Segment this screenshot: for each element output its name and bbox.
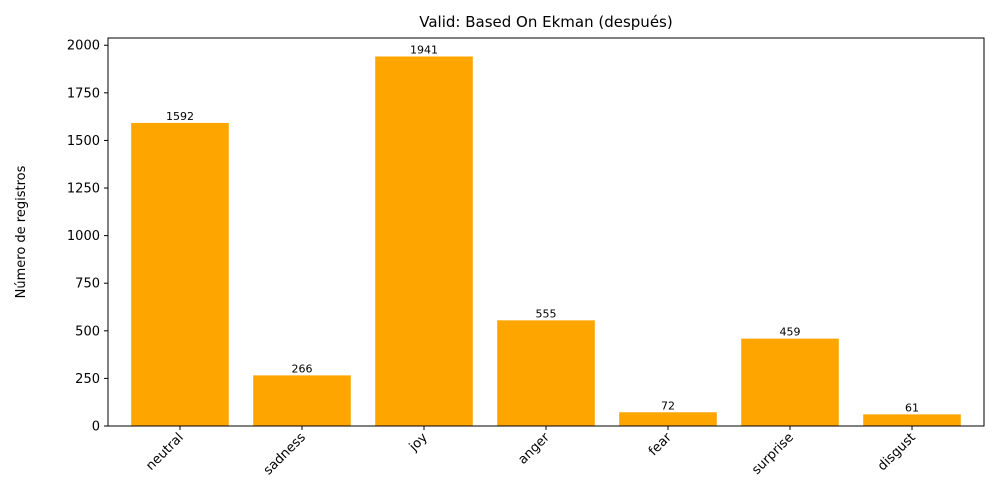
x-tick-label-sadness: sadness: [261, 430, 309, 478]
x-tick-label-neutral: neutral: [143, 430, 186, 473]
chart-title: Valid: Based On Ekman (después): [419, 13, 672, 31]
bar-sadness: [253, 375, 351, 426]
x-tick-label-fear: fear: [646, 430, 675, 459]
y-tick-label-750: 750: [75, 277, 100, 292]
y-tick-label-250: 250: [75, 372, 100, 387]
bar-anger: [497, 320, 595, 426]
x-tick-label-surprise: surprise: [749, 430, 797, 478]
x-tick-label-disgust: disgust: [875, 430, 919, 474]
bar-disgust: [863, 414, 961, 426]
data-label-surprise: 459: [780, 326, 801, 339]
y-tick-label-500: 500: [75, 324, 100, 339]
y-tick-label-1250: 1250: [67, 182, 100, 197]
y-tick-label-2000: 2000: [67, 39, 100, 54]
y-tick-label-1500: 1500: [67, 134, 100, 149]
bars-layer: 1592 266 1941 555 72 459 61: [131, 43, 961, 426]
plot-frame: [107, 37, 985, 427]
data-label-joy: 1941: [410, 43, 438, 56]
bar-fear: [619, 412, 717, 426]
y-tick-label-0: 0: [92, 420, 100, 435]
bar-neutral: [131, 122, 229, 426]
y-tick-label-1000: 1000: [67, 229, 100, 244]
data-label-fear: 72: [661, 399, 675, 412]
data-label-disgust: 61: [905, 401, 919, 414]
bar-surprise: [741, 338, 839, 426]
bar-joy: [375, 56, 473, 426]
data-label-anger: 555: [536, 307, 557, 320]
data-label-neutral: 1592: [166, 110, 194, 123]
x-tick-label-joy: joy: [406, 430, 431, 455]
x-tick-label-anger: anger: [515, 430, 553, 468]
y-axis-label: Número de registros: [14, 165, 29, 298]
y-tick-label-1750: 1750: [67, 86, 100, 101]
data-label-sadness: 266: [291, 362, 312, 375]
